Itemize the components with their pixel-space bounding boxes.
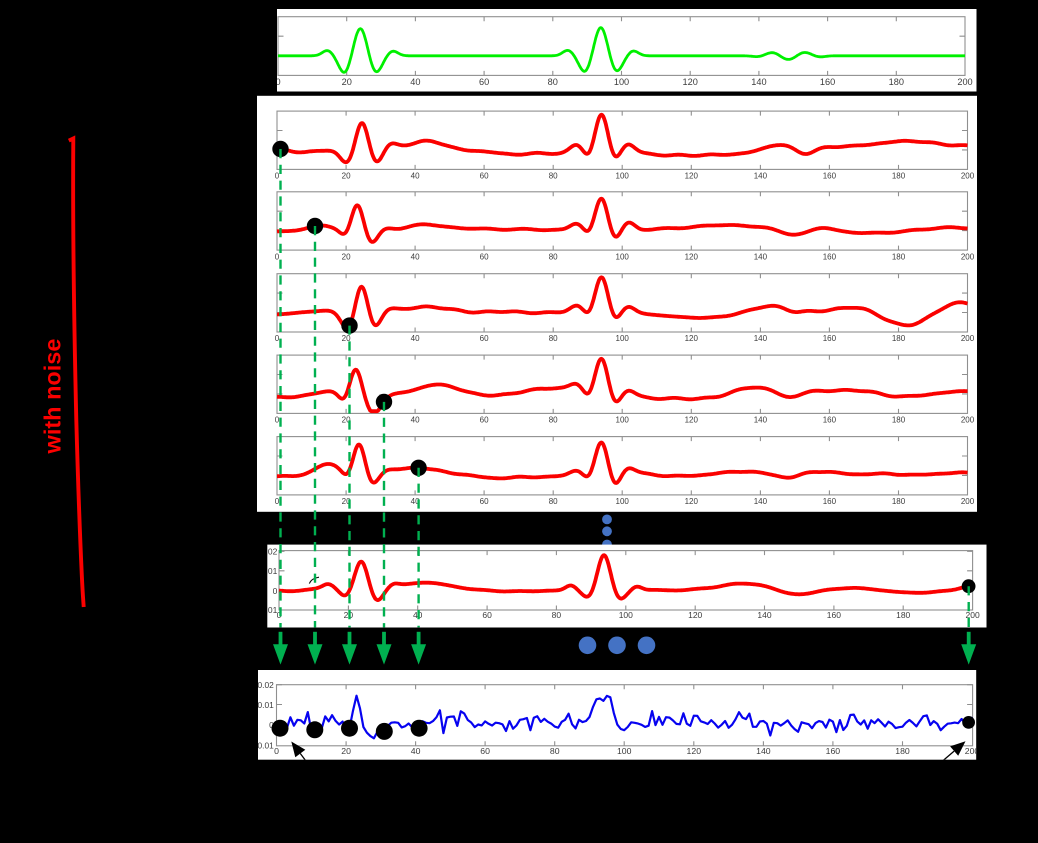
svg-text:180: 180 xyxy=(892,334,906,343)
svg-text:60: 60 xyxy=(480,252,489,261)
svg-text:80: 80 xyxy=(549,416,558,425)
svg-text:100: 100 xyxy=(617,746,632,756)
svg-text:80: 80 xyxy=(549,172,558,181)
svg-text:60: 60 xyxy=(480,497,489,506)
svg-text:100: 100 xyxy=(616,252,630,261)
svg-text:40: 40 xyxy=(411,172,420,181)
svg-text:140: 140 xyxy=(751,77,766,87)
svg-text:60: 60 xyxy=(479,77,489,87)
svg-text:180: 180 xyxy=(892,497,906,506)
svg-text:120: 120 xyxy=(685,172,699,181)
svg-text:120: 120 xyxy=(685,252,699,261)
svg-text:-0.01: -0.01 xyxy=(255,740,274,750)
svg-text:200: 200 xyxy=(965,746,980,756)
svg-text:20: 20 xyxy=(341,746,351,756)
svg-text:0: 0 xyxy=(275,497,280,506)
svg-text:80: 80 xyxy=(552,610,562,620)
svg-text:80: 80 xyxy=(550,746,560,756)
svg-text:0.02: 0.02 xyxy=(257,680,274,690)
svg-text:0: 0 xyxy=(274,746,279,756)
svg-text:with noise: with noise xyxy=(40,339,66,455)
svg-text:60: 60 xyxy=(480,746,490,756)
svg-text:120: 120 xyxy=(688,610,702,620)
svg-text:200: 200 xyxy=(957,77,972,87)
svg-text:60: 60 xyxy=(480,334,489,343)
svg-text:40: 40 xyxy=(411,334,420,343)
svg-text:200: 200 xyxy=(961,497,975,506)
svg-text:0: 0 xyxy=(277,610,282,620)
svg-text:160: 160 xyxy=(823,172,837,181)
svg-text:100: 100 xyxy=(616,334,630,343)
svg-text:40: 40 xyxy=(411,746,421,756)
svg-text:100: 100 xyxy=(616,172,630,181)
svg-text:200: 200 xyxy=(961,252,975,261)
svg-text:120: 120 xyxy=(687,746,702,756)
svg-text:160: 160 xyxy=(826,746,841,756)
svg-text:140: 140 xyxy=(754,252,768,261)
svg-text:120: 120 xyxy=(685,416,699,425)
svg-text:20: 20 xyxy=(342,334,351,343)
svg-text:-0.01: -0.01 xyxy=(258,605,278,615)
svg-text:80: 80 xyxy=(549,252,558,261)
svg-text:0: 0 xyxy=(275,172,280,181)
svg-text:200: 200 xyxy=(961,416,975,425)
svg-text:40: 40 xyxy=(411,497,420,506)
svg-text:20: 20 xyxy=(342,172,351,181)
svg-text:100: 100 xyxy=(619,610,633,620)
svg-text:140: 140 xyxy=(754,497,768,506)
svg-text:180: 180 xyxy=(892,172,906,181)
svg-text:40: 40 xyxy=(411,252,420,261)
svg-text:20: 20 xyxy=(342,77,352,87)
svg-text:0: 0 xyxy=(273,586,278,596)
svg-text:180: 180 xyxy=(889,77,904,87)
svg-text:200: 200 xyxy=(961,334,975,343)
svg-text:80: 80 xyxy=(548,77,558,87)
svg-text:100: 100 xyxy=(614,77,629,87)
svg-text:20: 20 xyxy=(342,416,351,425)
svg-text:140: 140 xyxy=(756,746,771,756)
svg-text:40: 40 xyxy=(411,416,420,425)
svg-text:80: 80 xyxy=(549,334,558,343)
svg-text:140: 140 xyxy=(754,172,768,181)
svg-text:60: 60 xyxy=(480,416,489,425)
svg-text:160: 160 xyxy=(820,77,835,87)
svg-text:0.02: 0.02 xyxy=(261,546,278,556)
svg-text:100: 100 xyxy=(616,416,630,425)
svg-text:80: 80 xyxy=(549,497,558,506)
svg-text:160: 160 xyxy=(823,252,837,261)
svg-text:140: 140 xyxy=(754,334,768,343)
svg-text:120: 120 xyxy=(685,497,699,506)
svg-text:0.01: 0.01 xyxy=(261,566,278,576)
svg-text:0: 0 xyxy=(269,720,274,730)
svg-text:200: 200 xyxy=(961,172,975,181)
svg-text:160: 160 xyxy=(827,610,841,620)
svg-text:140: 140 xyxy=(757,610,771,620)
svg-text:160: 160 xyxy=(823,497,837,506)
svg-text:180: 180 xyxy=(892,416,906,425)
svg-text:160: 160 xyxy=(823,416,837,425)
svg-text:20: 20 xyxy=(342,497,351,506)
svg-text:60: 60 xyxy=(480,172,489,181)
svg-text:20: 20 xyxy=(342,252,351,261)
svg-text:140: 140 xyxy=(754,416,768,425)
svg-text:200: 200 xyxy=(966,610,980,620)
svg-text:160: 160 xyxy=(823,334,837,343)
svg-text:0: 0 xyxy=(275,334,280,343)
svg-text:0: 0 xyxy=(275,77,280,87)
svg-text:120: 120 xyxy=(683,77,698,87)
svg-text:0: 0 xyxy=(275,252,280,261)
svg-text:0: 0 xyxy=(275,416,280,425)
svg-text:100: 100 xyxy=(616,497,630,506)
svg-text:40: 40 xyxy=(410,77,420,87)
svg-text:180: 180 xyxy=(895,746,910,756)
svg-text:180: 180 xyxy=(892,252,906,261)
svg-text:180: 180 xyxy=(896,610,910,620)
svg-text:60: 60 xyxy=(482,610,492,620)
svg-text:0.01: 0.01 xyxy=(257,700,274,710)
svg-text:120: 120 xyxy=(685,334,699,343)
